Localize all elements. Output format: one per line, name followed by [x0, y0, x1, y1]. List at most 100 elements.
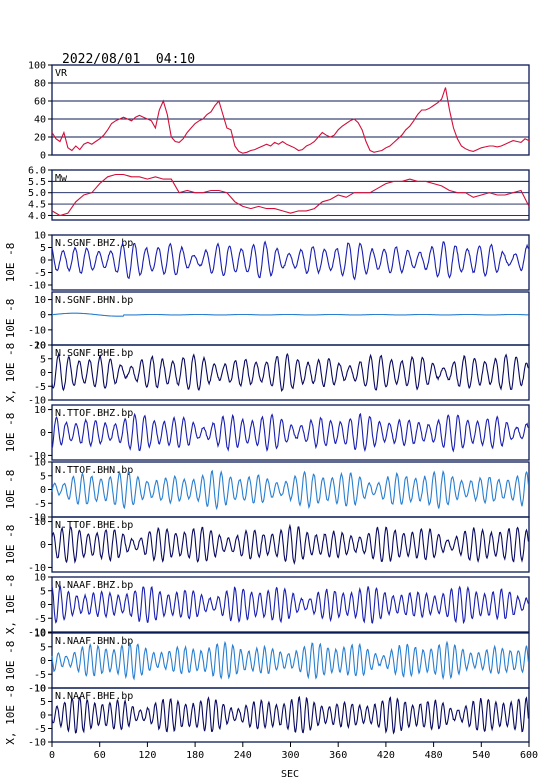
x-axis-label: SEC [281, 769, 299, 780]
y-unit-label: 10E -8 [4, 299, 17, 339]
panel-5: -10 -5 0 5 10 X, 10E -8 N.SGNF.BHE.bp [4, 341, 530, 407]
series-line [51, 240, 529, 281]
y-tick-label: 40 [34, 115, 46, 126]
y-tick-label: 0 [40, 256, 46, 267]
y-unit-label: X, 10E -8 [4, 575, 17, 635]
panel-name: Mw [55, 173, 68, 184]
panel-name: N.SGNF.BHN.bp [55, 295, 133, 306]
y-tick-label: -10 [28, 451, 46, 462]
panel-6: -10 0 10 10E -8 N.TTOF.BHZ.bp [4, 404, 530, 462]
panel-9: -10 -5 0 5 10 X, 10E -8 N.NAAF.BHZ.bp [4, 573, 530, 639]
y-unit-label: 10E -8 [4, 470, 17, 510]
x-tick-label: 240 [234, 750, 252, 761]
y-tick-label: 5 [40, 471, 46, 482]
y-tick-label: -10 [28, 684, 46, 695]
y-tick-label: -10 [28, 281, 46, 292]
y-tick-label: 10 [34, 573, 46, 584]
x-axis: 0 60 120 180 240 300 360 420 480 540 600 [49, 742, 538, 761]
y-tick-label: -5 [34, 499, 46, 510]
panel-name: N.TTOF.BHZ.bp [55, 408, 133, 419]
y-tick-label: 100 [28, 61, 46, 72]
panel-name: VR [55, 68, 68, 79]
y-tick-label: 0 [40, 428, 46, 439]
series-line [51, 352, 529, 392]
y-tick-label: -5 [34, 382, 46, 393]
y-tick-label: -10 [28, 325, 46, 336]
panels: 020406080100VR4.04.55.05.56.0Mw-10-50510… [4, 61, 530, 749]
y-tick-label: 5 [40, 586, 46, 597]
panel-name: N.TTOF.BHN.bp [55, 465, 133, 476]
y-unit-label: X, 10E -8 [4, 343, 17, 403]
y-tick-label: 10 [34, 517, 46, 528]
x-tick-label: 360 [329, 750, 347, 761]
panel-name: N.SGNF.BHZ.bp [55, 238, 133, 249]
series-line [51, 469, 529, 511]
y-unit-label: 10E -8 [4, 413, 17, 453]
y-tick-label: 80 [34, 79, 46, 90]
y-tick-label: 6.0 [28, 166, 46, 177]
panel-7: -10 -5 0 5 10 10E -8 N.TTOF.BHN.bp [4, 458, 530, 524]
y-unit-label: 10E -8 [4, 641, 17, 681]
panel-8: -10 0 10 10E -8 N.TTOF.BHE.bp [4, 516, 530, 574]
y-tick-label: 5.0 [28, 188, 46, 199]
x-tick-label: 0 [49, 750, 55, 761]
y-tick-label: -5 [34, 614, 46, 625]
y-tick-label: 10 [34, 684, 46, 695]
panel-3: -10 -50 510 10E -8 N.SGNF.BHZ.bp [4, 231, 530, 292]
y-tick-label: -5 [34, 670, 46, 681]
panel-11: -10 -5 0 5 10 X, 10E -8 N.NAAF.BHE.bp [4, 684, 530, 749]
y-tick-label: 4.0 [28, 211, 46, 222]
y-tick-label: 10 [34, 341, 46, 352]
panel-frame [51, 169, 530, 221]
panel-name: N.NAAF.BHZ.bp [55, 580, 133, 591]
panel-name: N.TTOF.BHE.bp [55, 520, 133, 531]
series-line [51, 173, 530, 217]
y-tick-label: -10 [28, 738, 46, 749]
y-tick-label: 5 [40, 697, 46, 708]
x-tick-label: 480 [425, 750, 443, 761]
x-tick-label: 300 [281, 750, 299, 761]
y-tick-label: 0 [40, 600, 46, 611]
series-line [51, 412, 529, 453]
panel-name: N.SGNF.BHE.bp [55, 348, 133, 359]
y-tick-label: 10 [34, 231, 46, 242]
panel-name: N.NAAF.BHE.bp [55, 691, 133, 702]
panel-1: 0 20 40 60 80 100 VR [28, 61, 530, 162]
series-line [51, 585, 529, 625]
y-tick-label: -20 [28, 341, 46, 352]
y-tick-label: 5.5 [28, 177, 46, 188]
y-tick-label: 10 [34, 458, 46, 469]
y-tick-label: -10 [28, 513, 46, 524]
y-tick-label: 0 [40, 151, 46, 162]
x-tick-label: 60 [94, 750, 106, 761]
y-tick-label: 5 [40, 642, 46, 653]
y-tick-label: 0 [40, 711, 46, 722]
panel-frame [51, 64, 530, 156]
y-tick-label: 0 [40, 310, 46, 321]
y-unit-label: 10E -8 [4, 525, 17, 565]
panel-4: -20 -10 0 10 10E -8 N.SGNF.BHN.bp [4, 291, 530, 352]
panel-10: -10 -5 0 5 10 10E -8 N.NAAF.BHN.bp [4, 629, 530, 695]
y-tick-label: -10 [28, 396, 46, 407]
x-tick-label: 120 [138, 750, 156, 761]
y-tick-label: -5 [34, 724, 46, 735]
y-tick-label: -10 [28, 563, 46, 574]
y-tick-label: 10 [34, 629, 46, 640]
panel-name: N.NAAF.BHN.bp [55, 636, 133, 647]
series-line [51, 640, 529, 681]
x-tick-label: 540 [472, 750, 490, 761]
y-tick-label: 20 [34, 133, 46, 144]
series-line [51, 312, 529, 317]
panel-2: 4.04.55.05.56.0 Mw [28, 166, 530, 222]
series-line [51, 87, 530, 154]
series-line [51, 695, 529, 735]
y-tick-label: 5 [40, 354, 46, 365]
y-tick-label: 10 [34, 405, 46, 416]
y-tick-label: 4.5 [28, 200, 46, 211]
y-tick-label: -5 [34, 268, 46, 279]
y-tick-label: 5 [40, 243, 46, 254]
y-tick-label: 0 [40, 368, 46, 379]
y-unit-label: X, 10E -8 [4, 685, 17, 745]
y-tick-label: 0 [40, 540, 46, 551]
